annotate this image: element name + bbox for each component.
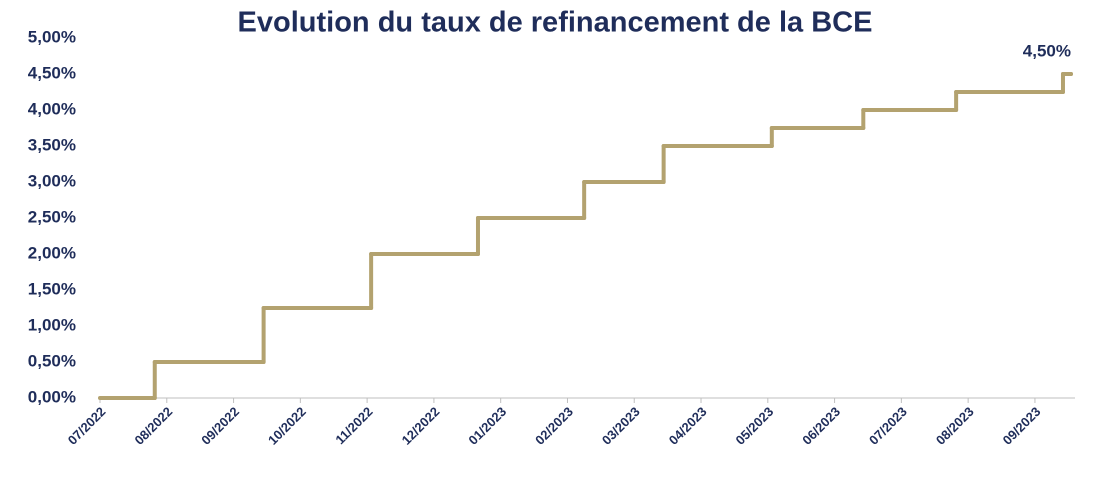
step-riser [152,72,1073,400]
x-tick-label: 04/2023 [666,404,710,448]
y-tick-label: 1,50% [28,279,76,298]
x-tick-label: 10/2022 [265,404,309,448]
y-tick-label: 0,50% [28,351,76,370]
x-tick-label: 09/2022 [198,404,242,448]
annotation: 4,50% [1023,41,1071,60]
y-tick-label: 0,00% [28,387,76,406]
y-tick-label: 4,50% [28,63,76,82]
x-tick-label: 12/2022 [399,404,443,448]
chart-title: Evolution du taux de refinancement de la… [238,7,873,39]
y-tick-label: 2,00% [28,243,76,262]
x-tick-label: 07/2022 [65,404,109,448]
x-tick-label: 05/2023 [733,404,777,448]
x-tick-label: 09/2023 [1000,404,1044,448]
x-tick-label: 11/2022 [332,404,375,447]
x-tick-label: 03/2023 [599,404,643,448]
x-tick-label: 01/2023 [465,404,509,448]
y-tick-label: 2,50% [28,207,76,226]
y-tick-label: 3,50% [28,135,76,154]
y-tick-label: 4,00% [28,99,76,118]
x-tick-label: 02/2023 [532,404,576,448]
y-tick-label: 5,00% [28,27,76,46]
y-tick-label: 1,00% [28,315,76,334]
x-tick-label: 07/2023 [866,404,910,448]
x-tick-label: 06/2023 [799,404,843,448]
y-tick-label: 3,00% [28,171,76,190]
x-tick-label: 08/2022 [131,404,175,448]
x-tick-label: 08/2023 [933,404,977,448]
